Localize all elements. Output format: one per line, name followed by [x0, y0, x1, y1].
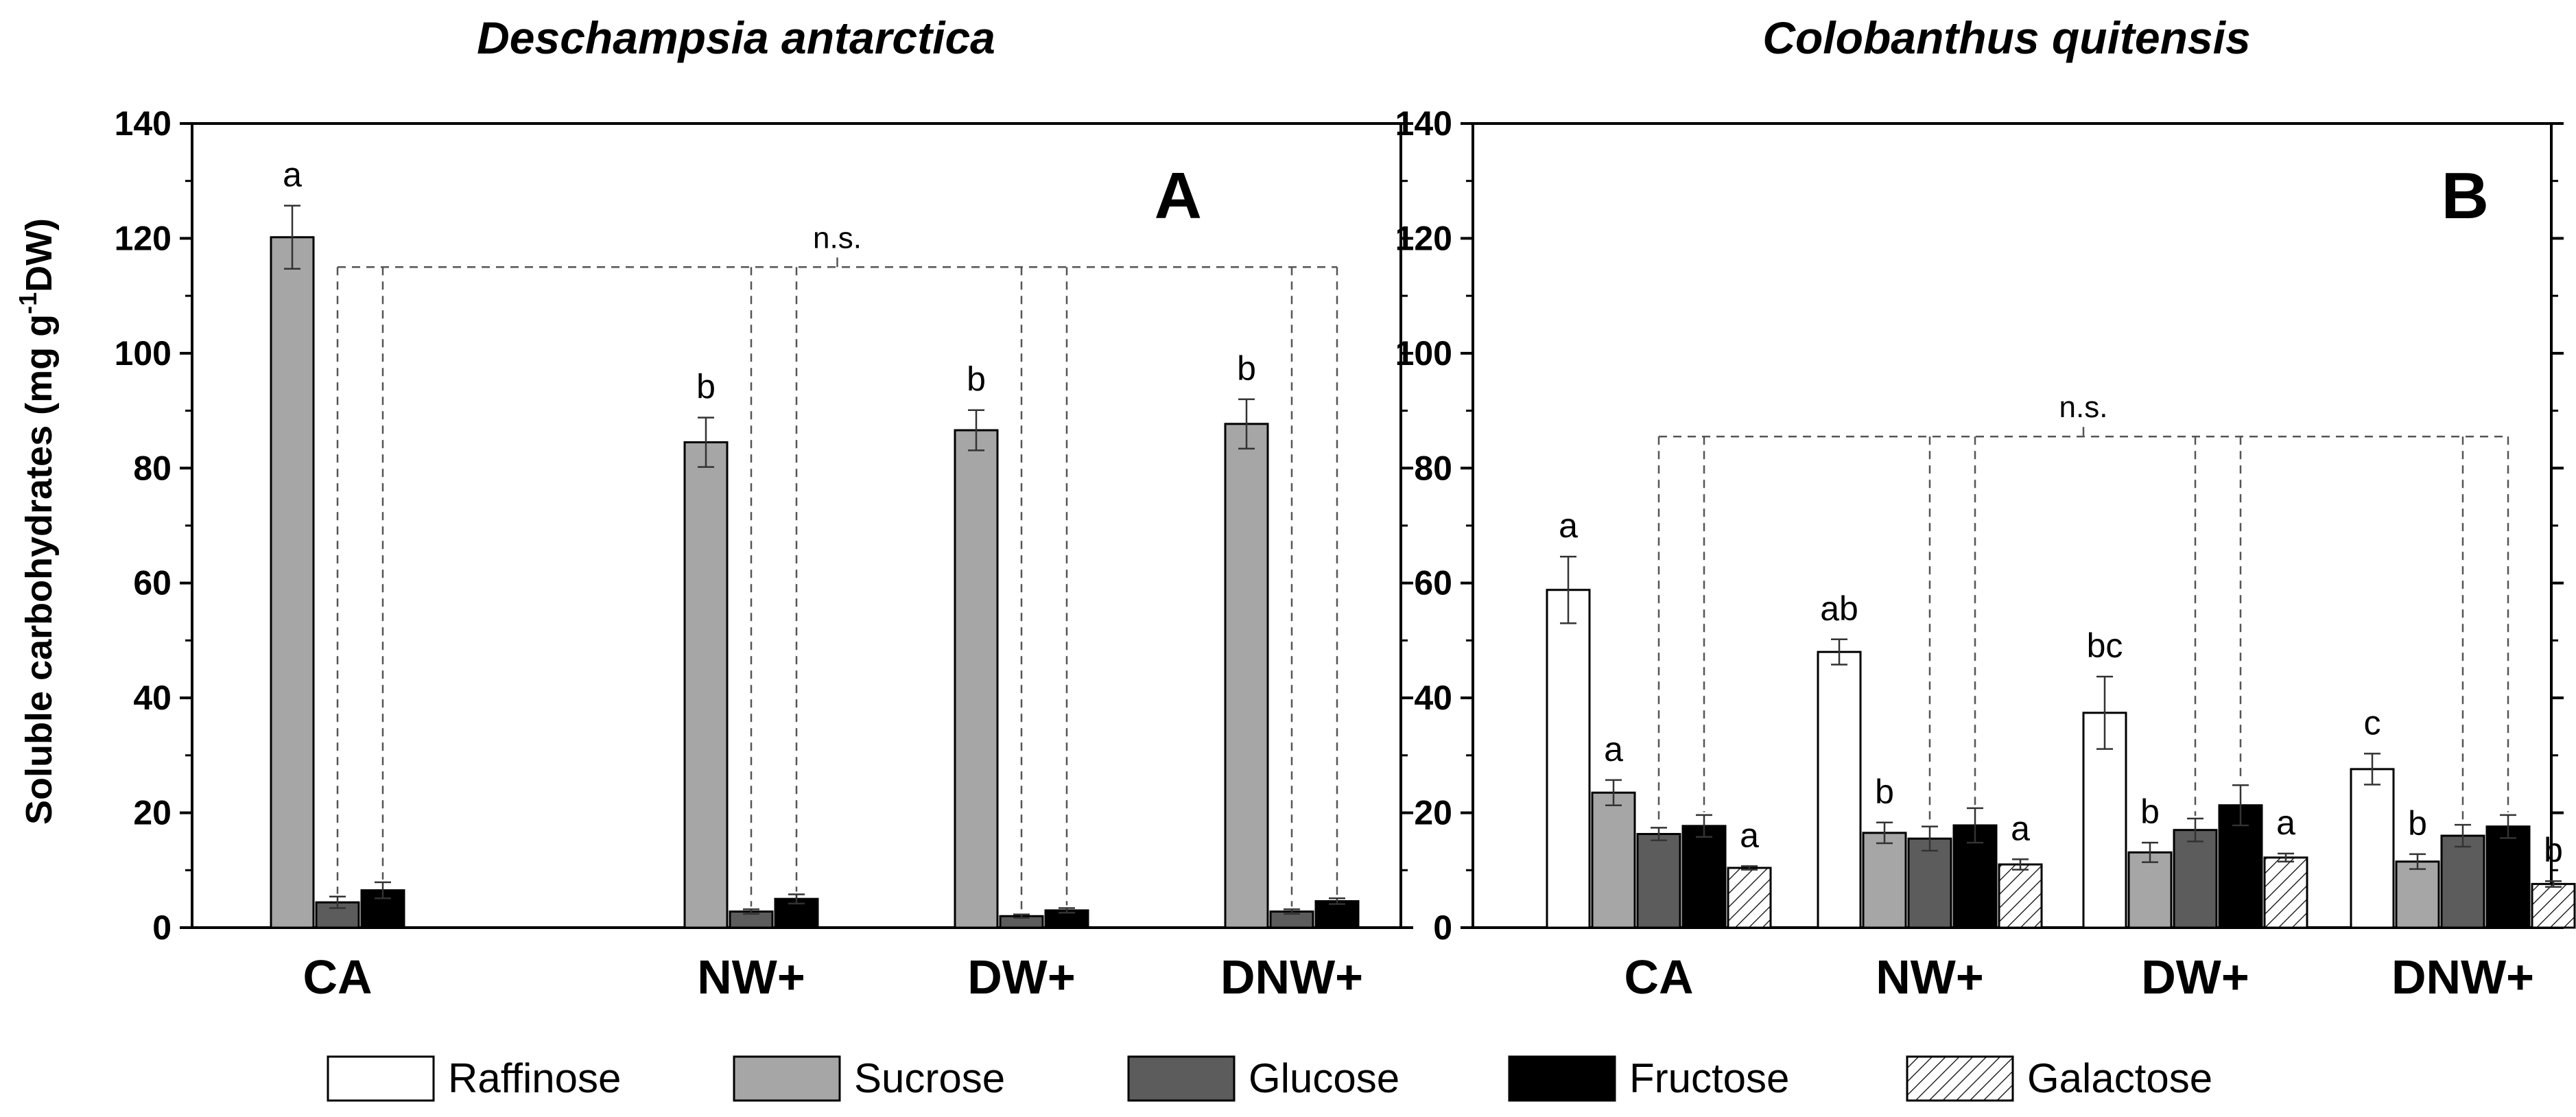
- panel-a-ytick-label: 40: [133, 679, 172, 717]
- legend-label-galactose: Galactose: [2027, 1055, 2212, 1101]
- panel-a-xtick-label: DW+: [967, 950, 1076, 1004]
- legend-label-sucrose: Sucrose: [854, 1055, 1005, 1101]
- panel-b-title: Colobanthus quitensis: [1762, 12, 2250, 63]
- panel-b-ytick-label: 60: [1414, 564, 1452, 602]
- panel-b-bar-raffinose-dnw: [2350, 768, 2395, 929]
- legend-swatch-fructose: [1508, 1055, 1616, 1102]
- panel-a-xtick-label: NW+: [697, 950, 805, 1004]
- legend-label-glucose: Glucose: [1249, 1055, 1399, 1101]
- panel-b-bar-galactose-dw: [2263, 856, 2308, 929]
- panel-b-bar-glucose-ca: [1636, 833, 1681, 929]
- panel-a-ytick-label: 80: [133, 449, 172, 487]
- panel-b-ytick-label: 80: [1414, 449, 1452, 487]
- panel-a-title: Deschampsia antarctica: [477, 12, 995, 63]
- panel-a-ytick-label: 60: [133, 564, 172, 602]
- panel-b-significance-label: a: [1740, 816, 1759, 854]
- panel-a-bar-sucrose-nw: [683, 441, 729, 929]
- legend-swatch-glucose: [1127, 1055, 1236, 1102]
- panel-b-significance-label: a: [2011, 809, 2030, 847]
- panel-b-bar-glucose-dnw: [2440, 834, 2485, 929]
- panel-b-ns-label: n.s.: [2059, 390, 2108, 424]
- panel-a-label: A: [1155, 159, 1202, 233]
- panel-a-ns-label: n.s.: [813, 221, 862, 255]
- panel-a-ytick-label: 20: [133, 794, 172, 832]
- panel-b-bar-sucrose-ca: [1591, 791, 1636, 929]
- panel-b-bar-raffinose-ca: [1546, 589, 1591, 929]
- panel-b-bar-galactose-ca: [1727, 867, 1772, 929]
- panel-b-xtick-label: CA: [1624, 950, 1693, 1004]
- panel-b-bar-fructose-ca: [1681, 825, 1727, 929]
- panel-b-significance-label: b: [2408, 804, 2427, 843]
- panel-b-xtick-label: NW+: [1876, 950, 1984, 1004]
- panel-a-significance-label: b: [1237, 349, 1256, 388]
- legend-swatch-galactose: [1906, 1055, 2014, 1102]
- panel-a-bar-sucrose-dnw: [1224, 423, 1269, 929]
- panel-b-significance-label: b: [1875, 773, 1894, 811]
- panel-a-ytick-label: 120: [115, 219, 172, 257]
- panel-b-ytick-label: 0: [1433, 908, 1452, 947]
- legend-swatch-sucrose: [733, 1055, 841, 1102]
- legend-swatch-raffinose: [327, 1055, 435, 1102]
- panel-b-significance-label: c: [2364, 703, 2381, 742]
- panel-b-significance-label: a: [1604, 730, 1623, 768]
- panel-a-ytick-label: 100: [115, 334, 172, 373]
- panel-a-xtick-label: DNW+: [1220, 950, 1363, 1004]
- panel-a-xtick-label: CA: [303, 950, 372, 1004]
- legend-label-raffinose: Raffinose: [448, 1055, 621, 1101]
- panel-a-bar-sucrose-dw: [954, 429, 999, 929]
- panel-b-ytick-label: 20: [1414, 794, 1452, 832]
- panel-a-bar-sucrose-ca: [270, 236, 315, 929]
- panel-b-significance-label: ab: [1820, 589, 1858, 628]
- panel-b-plot: 0 20 40 60 80 100 120 140 a a a CA ab b a NW+ bc b a DW+ c b b…: [1395, 104, 2576, 1004]
- y-axis-label-end: DW): [19, 218, 60, 292]
- panel-a-significance-label: a: [283, 156, 302, 194]
- panel-b-bar-sucrose-dw: [2127, 851, 2173, 929]
- legend: Raffinose Sucrose Glucose Fructose Galactose: [327, 1055, 2212, 1102]
- panel-b-significance-label: bc: [2087, 626, 2123, 665]
- panel-a: Deschampsia antarctica A Soluble carbohy…: [14, 12, 1413, 1004]
- panel-a-significance-label: b: [967, 360, 986, 399]
- panel-b: Colobanthus quitensis B 0 20 40 60 80 100 120 1…: [1395, 12, 2576, 1004]
- panel-b-bar-sucrose-nw: [1862, 832, 1907, 929]
- panel-b-ytick-label: 40: [1414, 679, 1452, 717]
- panel-b-bar-raffinose-nw: [1817, 650, 1862, 929]
- panel-b-significance-label: a: [2276, 803, 2295, 842]
- panel-b-ytick-label: 140: [1395, 104, 1452, 143]
- panel-a-bar-fructose-dnw: [1314, 900, 1360, 929]
- panel-b-significance-label: a: [1559, 506, 1578, 545]
- panel-b-significance-label: b: [2140, 792, 2160, 831]
- panel-a-plot: 0 20 40 60 80 100 120 140 a CA b NW+ b DW+ b DNW+ n.s.: [115, 104, 1413, 1004]
- panel-b-bar-glucose-dw: [2173, 829, 2218, 929]
- panel-a-ytick-label: 0: [152, 908, 172, 947]
- panel-b-ytick-label: 120: [1395, 219, 1452, 257]
- panel-b-bar-glucose-nw: [1907, 837, 1952, 929]
- panel-b-significance-label: b: [2544, 831, 2563, 869]
- panel-b-xtick-label: DW+: [2141, 950, 2249, 1004]
- panel-b-xtick-label: DNW+: [2391, 950, 2534, 1004]
- panel-b-bar-galactose-dnw: [2531, 882, 2576, 929]
- panel-b-bar-galactose-nw: [1998, 863, 2043, 929]
- panel-a-significance-label: b: [696, 368, 716, 406]
- panel-a-ytick-label: 140: [115, 104, 172, 143]
- panel-b-ytick-label: 100: [1395, 334, 1452, 373]
- y-axis-label-sup: -1: [14, 292, 42, 314]
- y-axis-label: Soluble carbohydrates (mg g-1DW): [14, 218, 60, 825]
- panel-b-bar-fructose-dw: [2218, 804, 2263, 929]
- panel-b-bar-fructose-dnw: [2485, 825, 2531, 929]
- panel-b-label: B: [2442, 159, 2489, 233]
- y-axis-label-main: Soluble carbohydrates (mg g: [19, 314, 60, 825]
- panel-b-bar-sucrose-dnw: [2395, 860, 2440, 929]
- legend-label-fructose: Fructose: [1629, 1055, 1789, 1101]
